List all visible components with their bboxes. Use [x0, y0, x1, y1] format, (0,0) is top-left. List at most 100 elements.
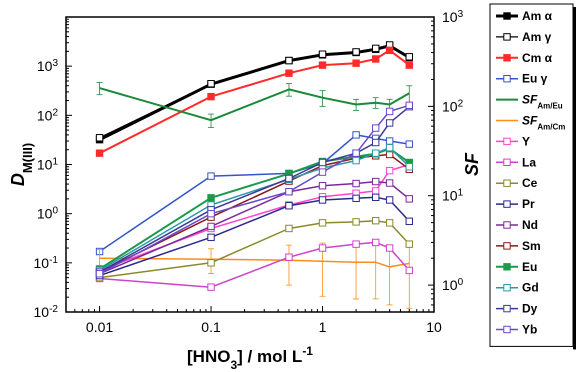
data-point: [318, 219, 327, 227]
legend-swatch-marker: [503, 33, 511, 41]
axis-titles: [HNO3] / mol L-1 DM(III) SF: [8, 143, 482, 372]
legend-label: Gd: [522, 281, 539, 295]
data-point: [405, 266, 413, 275]
legend-item: La: [496, 155, 536, 169]
data-point: [385, 166, 394, 175]
data-point: [372, 177, 380, 186]
legend-item: Nd: [496, 218, 538, 232]
legend-swatch-marker: [503, 325, 511, 334]
data-point: [385, 119, 394, 127]
legend-item: Gd: [496, 281, 539, 295]
series-4: [95, 131, 413, 256]
x-tick-label: 1: [319, 319, 327, 335]
data-point: [285, 56, 293, 65]
legend-swatch-marker: [503, 263, 511, 271]
y-right-axis-title: SF: [462, 152, 482, 176]
legend-item: Pr: [496, 197, 535, 211]
series-3: [95, 46, 413, 157]
data-point: [207, 209, 215, 218]
x-tick-label: 10: [426, 319, 442, 335]
y-right-tick-label: 100: [442, 277, 464, 294]
data-point: [372, 193, 380, 202]
data-point: [285, 224, 293, 233]
legend-label: La: [522, 155, 536, 169]
data-point: [285, 69, 293, 77]
legend-swatch-marker: [503, 242, 511, 250]
data-point: [285, 253, 293, 261]
data-point: [352, 218, 360, 226]
data-point: [352, 240, 360, 248]
data-point: [95, 149, 104, 157]
y-left-axis-ticks: 10-2 10-1 100 101 102 103: [34, 18, 72, 321]
data-point: [405, 240, 413, 248]
series-5: [96, 82, 413, 128]
series-16: [95, 101, 413, 278]
data-point: [207, 172, 215, 180]
series-line: [99, 257, 410, 268]
legend-item: Dy: [496, 302, 538, 316]
data-point: [207, 259, 215, 267]
legend-item: Y: [496, 134, 530, 148]
y-right-tick-label: 103: [442, 9, 464, 26]
legend-shadow: [573, 7, 576, 350]
data-point: [372, 44, 380, 53]
y-left-axis-title: DM(III): [8, 143, 35, 186]
legend-label: Yb: [522, 323, 537, 337]
legend-label: Dy: [522, 302, 538, 316]
legend-swatch-marker: [503, 179, 511, 187]
data-point: [318, 244, 327, 252]
data-point: [207, 92, 215, 101]
legend-swatch-marker: [503, 284, 511, 292]
legend-label: SFAm/Cm: [522, 114, 565, 132]
data-point: [385, 219, 394, 227]
data-point: [352, 131, 360, 139]
data-point: [352, 179, 360, 188]
data-point: [352, 156, 360, 165]
series-7: [95, 160, 413, 275]
data-point: [95, 270, 104, 278]
legend-item: Ce: [496, 176, 538, 190]
data-point: [207, 283, 215, 291]
data-point: [405, 53, 413, 61]
series-10: [95, 193, 413, 280]
x-tick-label: 0.1: [201, 319, 221, 335]
x-axis-ticks: 0.01 0.1 1 10: [65, 306, 442, 335]
legend-swatch-marker: [503, 200, 511, 208]
y-left-tick-label: 10-1: [34, 254, 59, 271]
legend-item: Yb: [496, 323, 537, 337]
legend-swatch-marker: [503, 221, 511, 229]
data-point: [207, 194, 215, 202]
series-1: [95, 42, 413, 144]
legend-item: Am γ: [496, 30, 552, 44]
data-point: [352, 149, 360, 157]
y-left-tick-label: 100: [37, 205, 59, 222]
data-point: [352, 48, 360, 56]
data-point: [372, 55, 380, 63]
legend-swatch-marker: [503, 304, 511, 313]
y-right-axis-ticks: 100 101 102 103: [428, 9, 464, 313]
data-point: [318, 182, 327, 190]
legend-item: Eu: [496, 260, 537, 274]
data-point: [405, 195, 413, 203]
legend-label: Cm α: [522, 51, 553, 65]
legend-swatch-marker: [503, 137, 511, 146]
y-left-tick-label: 103: [37, 58, 59, 75]
series-line: [99, 146, 410, 272]
legend-swatch-marker: [503, 54, 511, 62]
legend-label: Ce: [522, 176, 538, 190]
data-point: [372, 216, 380, 225]
series-9: [95, 216, 413, 282]
legend-swatch-marker: [503, 158, 511, 167]
series-12: [95, 150, 413, 276]
legend-label: Eu γ: [522, 72, 548, 86]
legend-label: Y: [522, 134, 530, 148]
legend-label: Sm: [522, 239, 541, 253]
legend-label: Eu: [522, 260, 537, 274]
series-2: [95, 41, 413, 142]
series-6: [96, 242, 413, 309]
legend-label: Am α: [522, 9, 553, 23]
legend-label: SFAm/Eu: [522, 93, 563, 111]
y-left-tick-label: 10-2: [34, 304, 59, 321]
data-point: [385, 179, 394, 187]
